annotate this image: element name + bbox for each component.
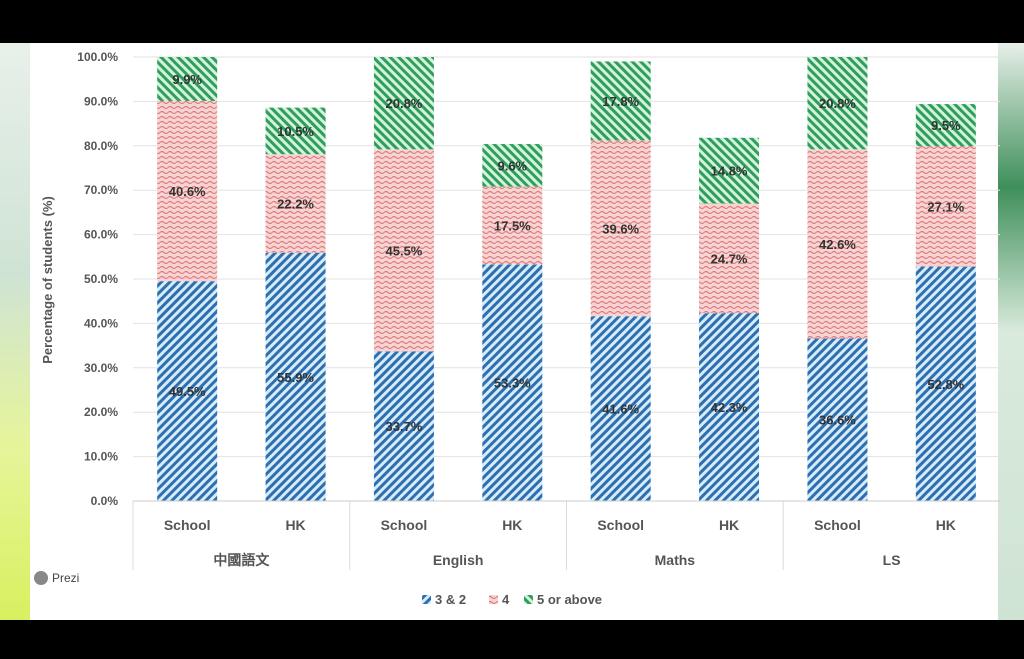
- group-label: LS: [883, 552, 901, 568]
- group-label: 中國語文: [213, 552, 270, 568]
- legend-label: 4: [502, 592, 510, 607]
- data-label: 10.5%: [277, 124, 314, 139]
- bar-segment-4: [807, 149, 868, 339]
- bar-segment-5-or-above: [157, 57, 218, 101]
- bar-segment-4: [482, 186, 543, 265]
- prezi-badge[interactable]: Prezi: [34, 571, 79, 585]
- y-axis-label: Percentage of students (%): [40, 196, 55, 364]
- data-label: 9.5%: [931, 118, 961, 133]
- data-label: 41.6%: [602, 402, 639, 417]
- data-label: 17.8%: [602, 94, 639, 109]
- data-label: 14.8%: [711, 164, 748, 179]
- x-tick-label: HK: [502, 517, 522, 533]
- bar-segment-3-2: [915, 266, 976, 501]
- data-label: 9.6%: [497, 158, 527, 173]
- bar-segment-4: [699, 203, 760, 314]
- data-label: 36.6%: [819, 413, 856, 428]
- bar-segment-3-2: [482, 264, 543, 501]
- prezi-label: Prezi: [52, 571, 80, 585]
- data-label: 42.3%: [711, 400, 748, 415]
- bar-segment-5-or-above: [807, 57, 868, 150]
- legend: 3 & 2 4 5 or above: [422, 592, 602, 607]
- y-tick-label: 30.0%: [84, 361, 118, 375]
- y-tick-label: 10.0%: [84, 450, 118, 464]
- legend-swatch: [422, 595, 431, 604]
- y-tick-label: 100.0%: [77, 50, 118, 64]
- data-label: 39.6%: [602, 221, 639, 236]
- group-label: English: [433, 552, 484, 568]
- y-tick-label: 80.0%: [84, 139, 118, 153]
- data-label: 40.6%: [169, 184, 206, 199]
- x-tick-label: HK: [285, 517, 305, 533]
- data-label: 55.9%: [277, 370, 314, 385]
- bar-segment-4: [915, 146, 976, 267]
- y-tick-label: 40.0%: [84, 316, 118, 330]
- bar-segment-5-or-above: [373, 57, 434, 150]
- bar-segment-4: [590, 140, 651, 317]
- y-tick-label: 20.0%: [84, 405, 118, 419]
- bars: 49.5% 40.6% 9.9% 55.9% 22.2% 10.5% 33.7% 45.5% 2…: [157, 57, 976, 501]
- axes: 0.0% 10.0% 20.0% 30.0% 40.0% 50.0% 60.0% 70.0% 8…: [77, 50, 1001, 570]
- y-tick-label: 90.0%: [84, 94, 118, 108]
- y-tick-label: 70.0%: [84, 183, 118, 197]
- bar-segment-3-2: [265, 252, 326, 501]
- bar-segment-4: [157, 100, 218, 282]
- data-label: 42.6%: [819, 237, 856, 252]
- x-tick-label: School: [381, 517, 428, 533]
- bar-segment-3-2: [373, 351, 434, 501]
- data-label: 33.7%: [386, 419, 423, 434]
- bar-segment-5-or-above: [699, 137, 760, 204]
- data-label: 24.7%: [711, 251, 748, 266]
- data-label: 22.2%: [277, 197, 314, 212]
- decoration-right: [998, 43, 1024, 620]
- data-label: 49.5%: [169, 384, 206, 399]
- data-label: 20.8%: [819, 96, 856, 111]
- bar-segment-5-or-above: [482, 144, 543, 187]
- data-label: 52.8%: [927, 377, 964, 392]
- x-tick-label: HK: [936, 517, 956, 533]
- x-tick-label: School: [164, 517, 211, 533]
- bar-segment-3-2: [807, 338, 868, 501]
- bar-segment-5-or-above: [590, 61, 651, 141]
- data-label: 20.8%: [386, 96, 423, 111]
- y-tick-label: 50.0%: [84, 272, 118, 286]
- bar-segment-5-or-above: [265, 107, 326, 155]
- decoration-left: [0, 43, 30, 620]
- legend-swatch: [524, 595, 533, 604]
- legend-label: 5 or above: [537, 592, 602, 607]
- legend-label: 3 & 2: [435, 592, 466, 607]
- bar-segment-4: [265, 154, 326, 253]
- data-label: 27.1%: [927, 199, 964, 214]
- group-label: Maths: [655, 552, 696, 568]
- data-label: 45.5%: [386, 243, 423, 258]
- bar-segment-3-2: [590, 316, 651, 501]
- bar-segment-3-2: [157, 281, 218, 501]
- bar-segment-5-or-above: [915, 104, 976, 147]
- bar-segment-3-2: [699, 313, 760, 501]
- y-tick-label: 60.0%: [84, 228, 118, 242]
- data-label: 9.9%: [172, 72, 202, 87]
- x-tick-label: School: [597, 517, 644, 533]
- grid: [133, 56, 1000, 502]
- prezi-logo-icon: [34, 571, 48, 585]
- y-tick-label: 0.0%: [91, 494, 119, 508]
- data-label: 17.5%: [494, 218, 531, 233]
- legend-swatch: [489, 595, 498, 604]
- bar-segment-4: [373, 149, 434, 352]
- data-label: 53.3%: [494, 376, 531, 391]
- x-tick-label: HK: [719, 517, 739, 533]
- x-tick-label: School: [814, 517, 861, 533]
